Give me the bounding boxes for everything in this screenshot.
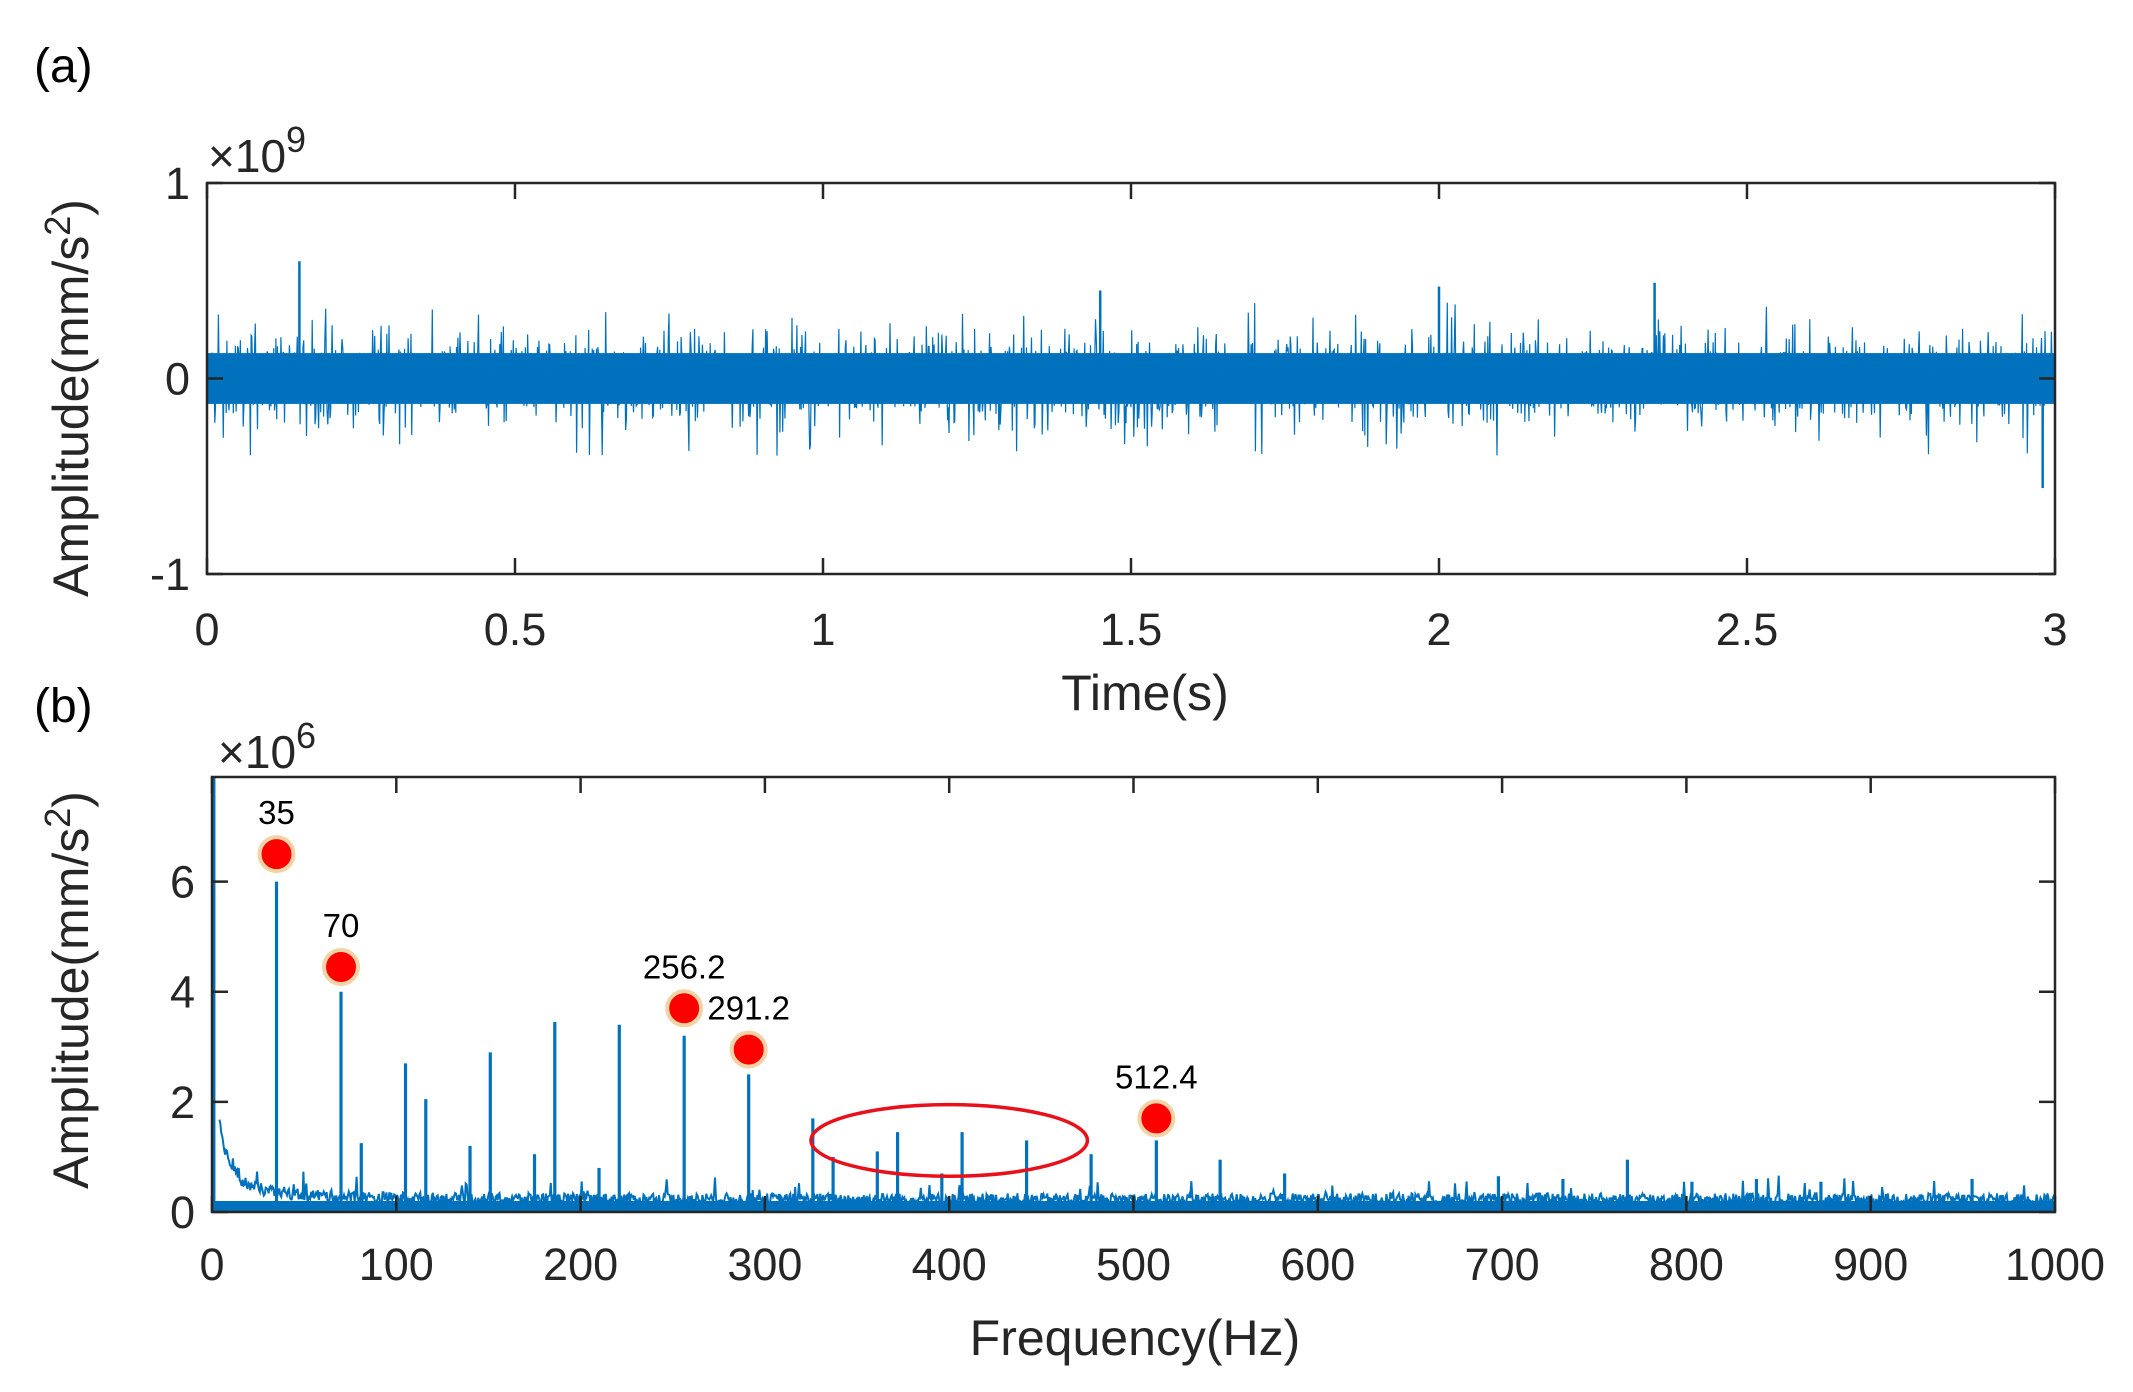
y-tick-label: 1: [165, 158, 190, 209]
peak-marker: [729, 1030, 768, 1069]
x-tick-label: 1000: [2005, 1239, 2105, 1290]
x-tick-label: 2.5: [1716, 604, 1779, 655]
x-tick-label: 600: [1280, 1239, 1355, 1290]
peak-label: 256.2: [643, 948, 726, 985]
panel-b-y-exponent: ×106: [218, 715, 316, 778]
y-tick-label: 0: [165, 354, 190, 405]
panel-a-y-axis-title: Amplitude(mm/s2): [37, 199, 99, 597]
x-tick-label: 500: [1096, 1239, 1171, 1290]
panel-b-spectrum: (b) ×106 Amplitude(mm/s2) Frequency(Hz) …: [34, 680, 2105, 1366]
x-tick-label: 1.5: [1100, 604, 1163, 655]
panel-b-label: (b): [34, 680, 93, 733]
panel-a-x-axis-title: Time(s): [1061, 665, 1229, 721]
panel-b-annotations: 35 70 256.2 291.2 512.4: [257, 794, 1198, 1178]
peak-label: 35: [258, 794, 295, 831]
x-tick-label: 3: [2042, 604, 2067, 655]
highlight-ellipse: [809, 1102, 1090, 1178]
x-tick-label: 0: [194, 604, 219, 655]
x-tick-label: 2: [1426, 604, 1451, 655]
peak-marker: [665, 989, 704, 1028]
panel-a-y-exponent: ×109: [208, 119, 306, 182]
peak-label: 70: [323, 907, 360, 944]
x-tick-label: 0.5: [484, 604, 547, 655]
x-tick-label: 200: [543, 1239, 618, 1290]
time-signal-core: [207, 353, 2055, 404]
x-tick-label: 900: [1833, 1239, 1908, 1290]
x-tick-label: 300: [727, 1239, 802, 1290]
x-tick-label: 100: [359, 1239, 434, 1290]
panel-b-axes: 0 100 200 300 400 500 600 700 800 900 1000 0 2 4 6: [170, 775, 2105, 1290]
y-tick-label: 0: [170, 1187, 195, 1238]
x-tick-label: 0: [199, 1239, 224, 1290]
panel-b-x-axis-title: Frequency(Hz): [970, 1310, 1301, 1366]
x-tick-label: 400: [912, 1239, 987, 1290]
panel-b-y-axis-title: Amplitude(mm/s2): [37, 791, 99, 1189]
y-tick-label: 2: [170, 1077, 195, 1128]
panel-a-axes: 0 0.5 1 1.5 2 2.5 3-101: [150, 158, 2068, 655]
x-tick-label: 700: [1465, 1239, 1540, 1290]
y-tick-label: -1: [150, 549, 190, 600]
y-tick-label: 6: [170, 857, 195, 908]
peak-marker: [322, 947, 361, 986]
peak-label: 291.2: [707, 990, 790, 1027]
peak-label: 512.4: [1115, 1058, 1198, 1095]
panel-a-time-signal: (a) ×109 Amplitude(mm/s2) Time(s) 0 0.5 1 1…: [34, 40, 2068, 721]
x-tick-label: 800: [1649, 1239, 1724, 1290]
panel-a-label: (a): [34, 40, 93, 93]
peak-marker: [1137, 1099, 1176, 1138]
y-tick-label: 4: [170, 967, 195, 1018]
panel-a-plot-area: [206, 261, 2055, 488]
x-tick-label: 1: [810, 604, 835, 655]
peak-marker: [257, 835, 296, 874]
